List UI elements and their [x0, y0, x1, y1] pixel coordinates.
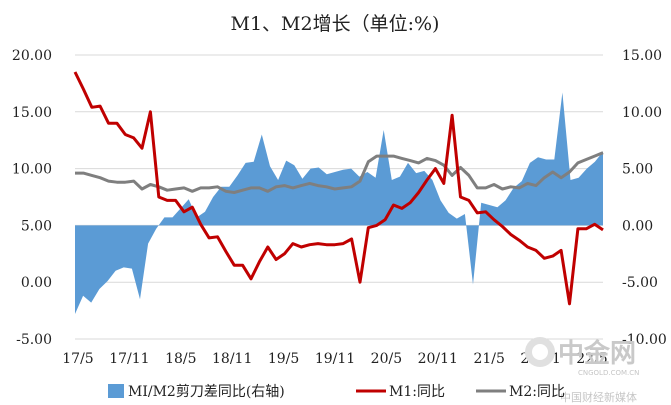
right-tick-label: -10.00 — [622, 332, 667, 348]
series-area-spread — [75, 92, 603, 314]
left-tick-label: 20.00 — [12, 48, 52, 64]
line-series-layer — [73, 71, 604, 306]
x-tick-label: 20/11 — [418, 351, 458, 367]
left-tick-label: -5.00 — [16, 332, 52, 348]
x-axis-ticks: 17/5 17/11 18/5 18/11 19/5 19/11 20/5 20/11 21/5… — [62, 351, 607, 367]
series-line-m2 — [75, 151, 604, 194]
legend-label-m1: M1:同比 — [389, 384, 445, 400]
x-tick-label: 19/11 — [315, 351, 355, 367]
right-axis-ticks: 15.00 10.00 5.00 0.00 -5.00 -10.00 — [622, 48, 667, 348]
x-tick-label: 17/5 — [62, 351, 93, 367]
legend-label-m2: M2:同比 — [509, 384, 565, 400]
left-tick-label: 0.00 — [21, 275, 52, 291]
x-tick-label: 19/5 — [268, 351, 299, 367]
x-tick-label: 17/11 — [109, 351, 149, 367]
watermark-logo-inner — [532, 344, 548, 360]
legend-swatch-spread — [108, 384, 124, 398]
chart-title: M1、M2增长（单位:%) — [231, 13, 440, 35]
left-tick-label: 5.00 — [21, 218, 52, 234]
x-tick-label: 18/11 — [212, 351, 252, 367]
left-axis-ticks: 20.00 15.00 10.00 5.00 0.00 -5.00 — [12, 48, 52, 348]
x-tick-label: 22/5 — [576, 351, 607, 367]
watermark: 中金网 CNGOLD.COM.CN 中国财经新媒体 — [525, 337, 639, 404]
legend-label-spread: MI/M2剪刀差同比(右轴) — [128, 384, 285, 400]
x-tick-label: 20/5 — [371, 351, 402, 367]
right-tick-label: 5.00 — [622, 162, 653, 178]
area-series-layer — [75, 92, 603, 314]
right-tick-label: 0.00 — [622, 218, 653, 234]
series-line-m1 — [73, 71, 604, 306]
x-tick-label: 18/5 — [165, 351, 196, 367]
left-tick-label: 10.00 — [12, 162, 52, 178]
watermark-brand: 中金网 — [558, 338, 636, 369]
right-tick-label: -5.00 — [622, 275, 658, 291]
right-tick-label: 15.00 — [622, 48, 662, 64]
watermark-site: CNGOLD.COM.CN — [578, 369, 639, 377]
legend: MI/M2剪刀差同比(右轴) M1:同比 M2:同比 — [108, 384, 565, 400]
left-tick-label: 15.00 — [12, 105, 52, 121]
watermark-tagline: 中国财经新媒体 — [560, 390, 637, 404]
right-tick-label: 10.00 — [622, 105, 662, 121]
x-tick-label: 21/5 — [473, 351, 504, 367]
